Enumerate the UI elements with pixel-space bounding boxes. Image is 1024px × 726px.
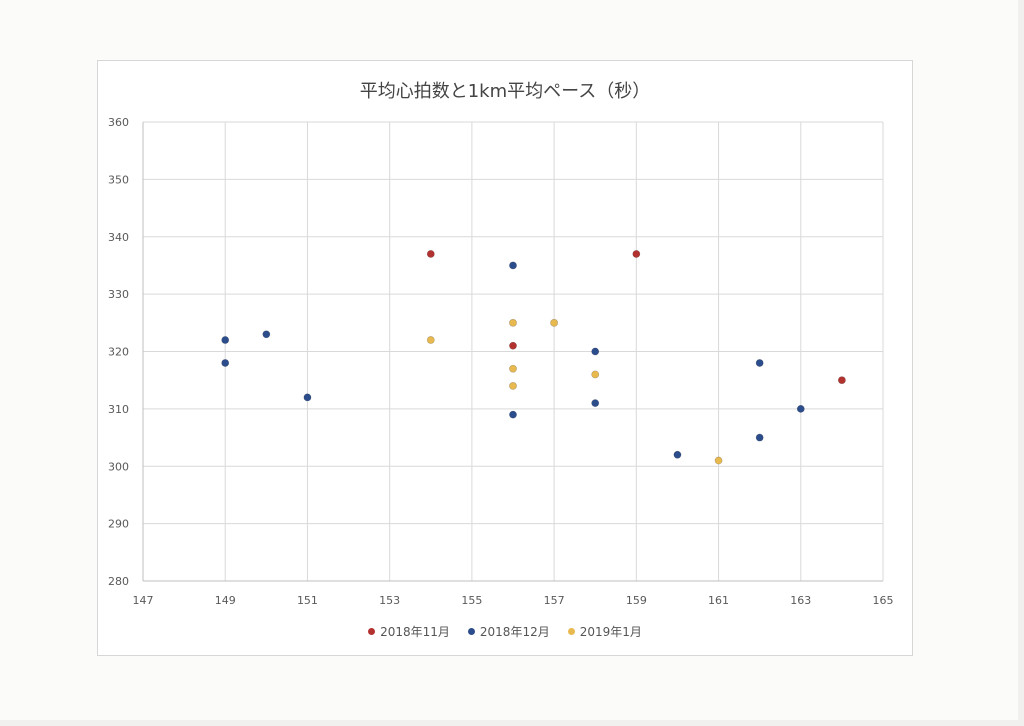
legend-swatch — [368, 628, 376, 635]
legend-swatch — [567, 628, 575, 635]
data-point — [303, 393, 312, 402]
data-point — [426, 250, 435, 258]
y-tick-label: 320 — [108, 346, 129, 359]
data-point — [509, 341, 517, 350]
data-point — [221, 359, 230, 367]
legend-item: 2018年12月 — [467, 623, 550, 640]
y-tick-label: 310 — [108, 403, 129, 416]
chart-title: 平均心拍数と1km平均ペース（秒） — [359, 81, 651, 102]
data-point — [509, 318, 517, 327]
x-tick-label: 149 — [215, 594, 236, 607]
data-point — [262, 330, 271, 339]
legend-swatch — [467, 628, 475, 635]
legend-label: 2019年1月 — [579, 625, 642, 639]
data-point — [796, 404, 805, 413]
x-tick-label: 157 — [544, 594, 565, 607]
chart-area: 平均心拍数と1km平均ペース（秒） 280 290 300 310 320 330 340 3… — [97, 60, 913, 656]
data-point — [509, 261, 517, 270]
x-tick-label: 151 — [297, 594, 318, 607]
data-point — [755, 433, 764, 442]
plot-svg: 280 290 300 310 320 330 340 350 360 147 149 151 153 1… — [108, 116, 894, 607]
y-tick-label: 280 — [108, 575, 129, 588]
x-tick-label: 153 — [379, 594, 400, 607]
data-point — [632, 250, 641, 258]
x-tick-label: 161 — [708, 594, 729, 607]
data-point — [550, 318, 559, 327]
data-point — [509, 364, 517, 373]
y-tick-label: 330 — [108, 288, 129, 301]
y-tick-label: 290 — [108, 518, 129, 531]
y-tick-label: 360 — [108, 116, 129, 129]
data-point — [426, 336, 435, 344]
y-tick-label: 300 — [108, 460, 129, 473]
x-tick-label: 159 — [626, 594, 647, 607]
x-tick-label: 147 — [133, 594, 154, 607]
data-point — [509, 382, 517, 390]
data-point — [673, 450, 682, 459]
legend-label: 2018年12月 — [479, 625, 550, 639]
data-point — [591, 370, 600, 379]
y-tick-label: 340 — [108, 231, 129, 244]
legend-label: 2018年11月 — [380, 625, 450, 639]
data-point — [714, 456, 723, 465]
data-point — [755, 359, 764, 367]
data-point — [221, 336, 230, 344]
data-point — [837, 376, 846, 385]
data-point — [591, 347, 600, 356]
x-tick-label: 165 — [873, 594, 894, 607]
x-tick-label: 155 — [461, 594, 482, 607]
legend-item: 2019年1月 — [567, 623, 642, 640]
legend: 2018年11月 2018年12月 2019年1月 — [98, 623, 912, 640]
y-tick-label: 350 — [108, 173, 129, 186]
data-point — [509, 410, 517, 419]
legend-item: 2018年11月 — [368, 623, 450, 640]
data-point — [591, 399, 600, 408]
x-tick-label: 163 — [790, 594, 811, 607]
